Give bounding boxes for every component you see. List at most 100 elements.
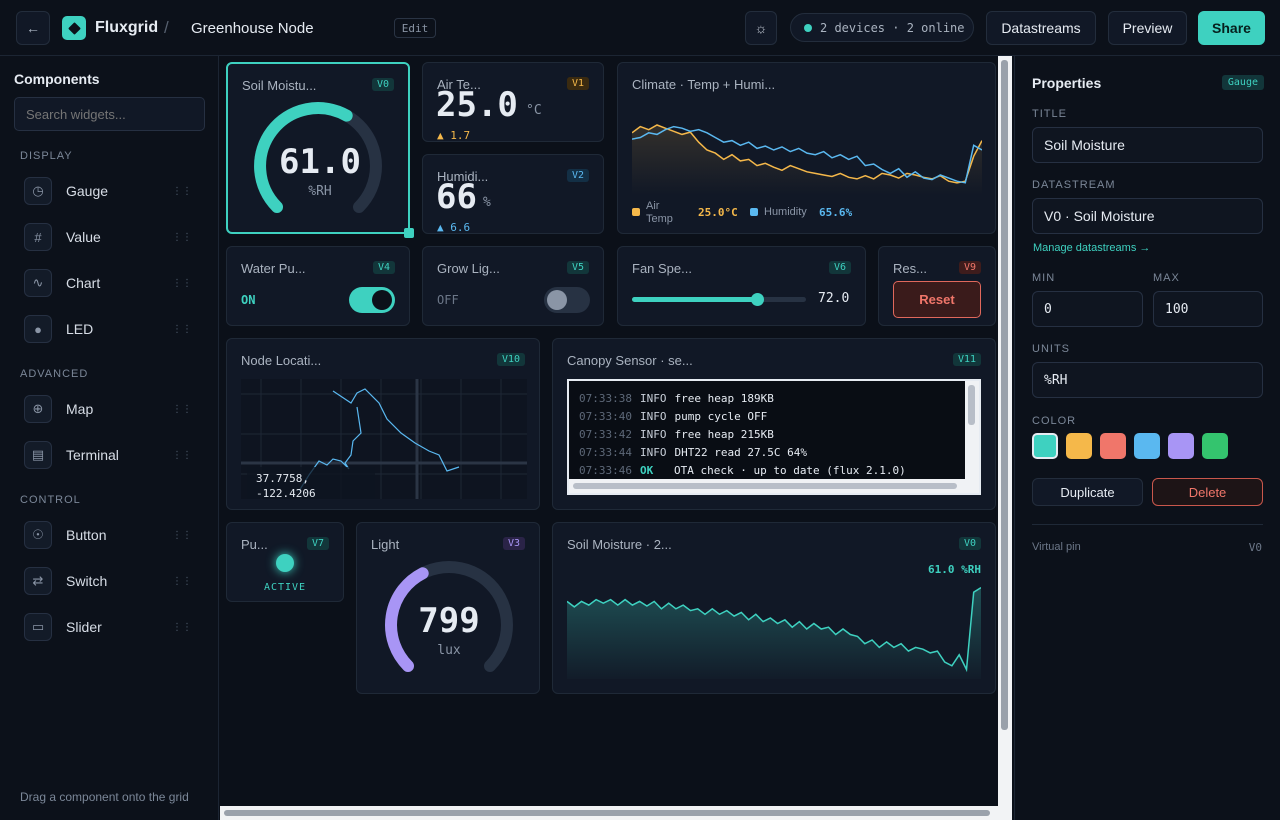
radio-button-icon: ☉ <box>24 521 52 549</box>
terminal-line: 07:33:46 OK OTA check · up to date (flux 2… <box>579 463 906 477</box>
share-button[interactable]: Share <box>1198 11 1265 45</box>
air-temp-value: 25.0 <box>436 85 518 125</box>
map-coord-lat: 37.7758, <box>256 472 309 485</box>
widget-grow-light[interactable]: Grow Lig... V5 OFF <box>422 246 604 326</box>
sidebar-item-value[interactable]: # Value ⋮⋮ <box>14 219 206 255</box>
drag-handle-icon[interactable]: ⋮⋮ <box>172 621 192 633</box>
drag-handle-icon[interactable]: ⋮⋮ <box>172 323 192 335</box>
widget-search-input[interactable] <box>14 97 205 131</box>
duplicate-button[interactable]: Duplicate <box>1032 478 1143 506</box>
top-bar: ← Fluxgrid / Greenhouse Node Edit ☼ 2 de… <box>0 0 1280 56</box>
pin-badge: V3 <box>502 537 525 550</box>
fan-speed-slider-track[interactable] <box>632 293 806 306</box>
dashboard-canvas[interactable]: Soil Moistu... V0 61.0 %RH Air Te... V1 … <box>220 56 1012 820</box>
color-swatch-teal[interactable] <box>1032 433 1058 459</box>
delete-button[interactable]: Delete <box>1152 478 1263 506</box>
canvas-vertical-scrollbar[interactable] <box>998 56 1012 820</box>
terminal-line: 07:33:40 INFO pump cycle OFF <box>579 409 768 423</box>
title-input[interactable]: Soil Moisture <box>1032 127 1263 163</box>
sidebar-item-button[interactable]: ☉ Button ⋮⋮ <box>14 517 206 553</box>
color-swatch-coral[interactable] <box>1100 433 1126 459</box>
color-swatch-blue[interactable] <box>1134 433 1160 459</box>
pin-badge: V4 <box>372 261 395 274</box>
reset-button[interactable]: Reset <box>893 281 981 318</box>
widget-climate-chart[interactable]: Climate · Temp + Humi... Air Temp 25.0°C… <box>617 62 996 234</box>
section-advanced: ADVANCED <box>20 368 89 380</box>
soil-gauge-dial <box>254 101 382 213</box>
sidebar-item-chart[interactable]: ∿ Chart ⋮⋮ <box>14 265 206 301</box>
section-control: CONTROL <box>20 494 81 506</box>
properties-divider <box>1032 524 1263 525</box>
theme-toggle-button[interactable]: ☼ <box>745 11 777 45</box>
devices-status-pill[interactable]: 2 devices · 2 online <box>790 13 974 42</box>
color-swatch-amber[interactable] <box>1066 433 1092 459</box>
widget-soil-moisture-chart[interactable]: Soil Moisture · 2... V0 61.0 %RH <box>552 522 996 694</box>
sidebar-item-map[interactable]: ⊕ Map ⋮⋮ <box>14 391 206 427</box>
terminal-line: 07:33:42 INFO free heap 215KB <box>579 427 774 441</box>
widget-reset[interactable]: Res... V9 Reset <box>878 246 996 326</box>
resize-handle[interactable] <box>404 228 414 238</box>
widget-light-gauge[interactable]: Light V3 799 lux <box>356 522 540 694</box>
online-dot-icon <box>804 23 812 32</box>
terminal-horizontal-scrollbar[interactable] <box>569 479 979 493</box>
max-input[interactable]: 100 <box>1153 291 1263 327</box>
drag-handle-icon[interactable]: ⋮⋮ <box>172 449 192 461</box>
sidebar-item-led[interactable]: ● LED ⋮⋮ <box>14 311 206 347</box>
sidebar-item-switch[interactable]: ⇄ Switch ⋮⋮ <box>14 563 206 599</box>
min-input[interactable]: 0 <box>1032 291 1143 327</box>
map-view[interactable] <box>241 379 527 499</box>
sidebar-item-slider[interactable]: ▭ Slider ⋮⋮ <box>14 609 206 645</box>
drag-handle-icon[interactable]: ⋮⋮ <box>172 529 192 541</box>
units-input[interactable]: %RH <box>1032 362 1263 398</box>
widget-water-pump[interactable]: Water Pu... V4 ON <box>226 246 410 326</box>
widget-pump-led[interactable]: Pu... V7 ACTIVE <box>226 522 344 602</box>
datastream-select[interactable]: V0 · Soil Moisture <box>1032 198 1263 234</box>
gauge-value: 799 <box>418 601 480 641</box>
widget-soil-gauge[interactable]: Soil Moistu... V0 61.0 %RH <box>226 62 414 238</box>
sidebar-item-label: Gauge <box>66 183 109 199</box>
widget-humidity[interactable]: Humidi... V2 66 % ▲ 6.6 <box>422 154 604 234</box>
widget-title: Humidi... <box>437 169 489 184</box>
sidebar-item-gauge[interactable]: ◷ Gauge ⋮⋮ <box>14 173 206 209</box>
color-swatch-green[interactable] <box>1202 433 1228 459</box>
edit-title-button[interactable]: Edit <box>394 18 436 38</box>
preview-button[interactable]: Preview <box>1108 11 1187 45</box>
widget-type-badge: Gauge <box>1221 75 1264 90</box>
drag-handle-icon[interactable]: ⋮⋮ <box>172 231 192 243</box>
humidity-delta: ▲ 6.6 <box>437 221 471 234</box>
water-pump-toggle[interactable] <box>349 287 395 313</box>
sidebar-item-label: Value <box>66 229 101 245</box>
grow-light-toggle[interactable] <box>544 287 590 313</box>
legend-humidity-label: Humidity <box>764 206 807 218</box>
widget-canopy-terminal[interactable]: Canopy Sensor · se... V11 07:33:38 INFO fr… <box>552 338 996 510</box>
terminal-vertical-scrollbar[interactable] <box>965 381 979 481</box>
sidebar-item-terminal[interactable]: ▤ Terminal ⋮⋮ <box>14 437 206 473</box>
legend-humidity-value: 65.6% <box>819 206 853 219</box>
fan-speed-slider-thumb[interactable] <box>751 293 765 306</box>
wave-icon: ∿ <box>24 269 52 297</box>
map-coord-lon: -122.4206 <box>256 487 316 498</box>
canvas-horizontal-scrollbar[interactable] <box>220 806 998 820</box>
widget-node-location-map[interactable]: Node Locati... V10 37.7758, -122.4206 <box>226 338 540 510</box>
back-button[interactable]: ← <box>16 11 50 45</box>
widget-air-temp[interactable]: Air Te... V1 25.0 °C ▲ 1.7 <box>422 62 604 142</box>
gauge-unit: lux <box>437 643 461 658</box>
widget-title: Canopy Sensor · se... <box>567 353 693 368</box>
widget-fan-speed[interactable]: Fan Spe... V6 72.0 <box>617 246 866 326</box>
terminal-output[interactable]: 07:33:38 INFO free heap 189KB 07:33:40 INFO… <box>567 379 981 495</box>
fan-speed-value: 72.0 <box>818 291 850 306</box>
pin-badge: V6 <box>828 261 851 274</box>
drag-handle-icon[interactable]: ⋮⋮ <box>172 185 192 197</box>
drag-handle-icon[interactable]: ⋮⋮ <box>172 403 192 415</box>
drag-handle-icon[interactable]: ⋮⋮ <box>172 277 192 289</box>
color-swatch-violet[interactable] <box>1168 433 1194 459</box>
led-state-label: ACTIVE <box>263 582 307 593</box>
drag-handle-icon[interactable]: ⋮⋮ <box>172 575 192 587</box>
map-route-line <box>298 388 460 492</box>
datastreams-button[interactable]: Datastreams <box>986 11 1096 45</box>
devices-status-text: 2 devices · 2 online <box>820 20 965 35</box>
pump-state-label: ON <box>241 293 256 307</box>
widget-title: Air Te... <box>437 77 481 92</box>
manage-datastreams-link[interactable]: Manage datastreams → <box>1033 242 1151 254</box>
humidity-unit: % <box>483 195 491 210</box>
